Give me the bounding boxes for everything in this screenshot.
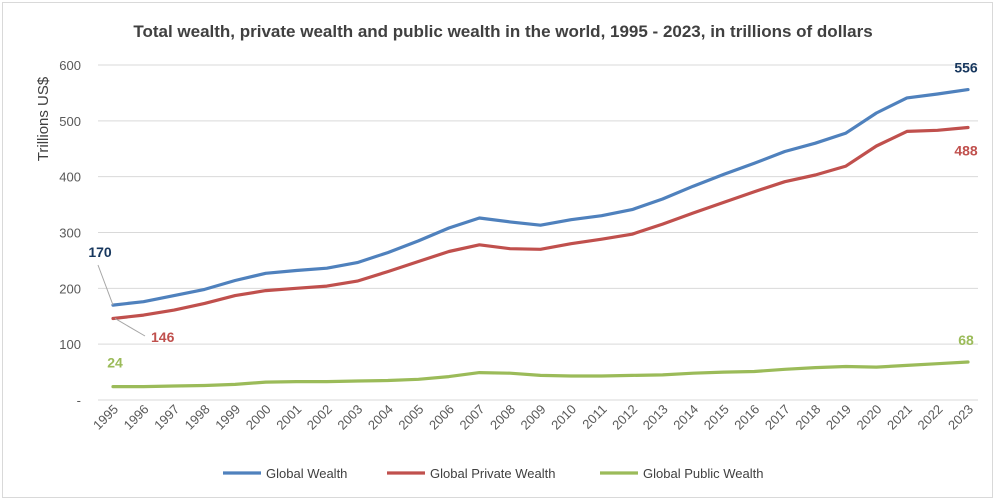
data-label: 556: [954, 60, 978, 76]
x-tick-label: 2021: [884, 402, 915, 433]
y-tick-label: 200: [59, 281, 81, 296]
legend: Global Wealth Global Private Wealth Global…: [223, 466, 763, 481]
legend-entry: Global Private Wealth: [430, 466, 556, 481]
x-tick-label: 2007: [456, 402, 487, 433]
series-line: [111, 125, 970, 321]
gridlines: [98, 64, 978, 401]
x-tick-label: 2018: [792, 402, 823, 433]
x-tick-label: 2013: [640, 402, 671, 433]
x-tick-label: 2001: [273, 402, 304, 433]
y-tick-label: 100: [59, 337, 81, 352]
x-tick-label: 2020: [853, 402, 884, 433]
legend-entry: Global Wealth: [266, 466, 347, 481]
data-label: 68: [958, 332, 974, 348]
x-tick-label: 2022: [915, 402, 946, 433]
legend-entry: Global Public Wealth: [643, 466, 763, 481]
x-tick-label: 1999: [212, 402, 243, 433]
y-tick-label: 300: [59, 226, 81, 241]
y-tick-label: 400: [59, 170, 81, 185]
chart-title: Total wealth, private wealth and public …: [133, 22, 872, 41]
label-leader-line: [97, 264, 114, 306]
data-label: 170: [88, 244, 112, 260]
x-tick-label: 2000: [243, 402, 274, 433]
y-tick-label: 500: [59, 114, 81, 129]
x-tick-label: 1996: [121, 402, 152, 433]
x-tick-label: 2004: [365, 402, 396, 433]
x-tick-label: 2006: [426, 402, 457, 433]
x-tick-label: 2017: [762, 402, 793, 433]
y-tick-label: -: [77, 393, 81, 408]
y-tick-label: 600: [59, 58, 81, 73]
series-line: [111, 87, 970, 307]
y-axis-label: Trillions US$: [35, 76, 52, 161]
x-tick-label: 2002: [304, 402, 335, 433]
x-tick-label: 2012: [609, 402, 640, 433]
series-lines: [111, 87, 970, 389]
x-tick-label: 2023: [945, 402, 976, 433]
x-tick-label: 2019: [823, 402, 854, 433]
data-label: 24: [107, 355, 123, 371]
x-tick-label: 2008: [487, 402, 518, 433]
x-tick-label: 2010: [548, 402, 579, 433]
x-tick-label: 1998: [182, 402, 213, 433]
y-axis-ticks: - 100 200 300 400 500 600: [59, 58, 81, 408]
x-tick-label: 2009: [518, 402, 549, 433]
series-line: [111, 360, 970, 389]
x-tick-label: 1995: [90, 402, 121, 433]
x-tick-label: 2005: [395, 402, 426, 433]
data-label: 488: [954, 143, 978, 159]
x-axis-ticks: 1995 1996 1997 1998 1999 2000 2001 2002 2003 2004…: [90, 402, 976, 433]
data-label: 146: [151, 329, 175, 345]
x-tick-label: 2003: [334, 402, 365, 433]
label-leader-line: [114, 318, 146, 337]
x-tick-label: 2015: [701, 402, 732, 433]
x-tick-label: 2014: [670, 402, 701, 433]
x-tick-label: 2011: [579, 402, 609, 432]
line-chart: Total wealth, private wealth and public …: [35, 22, 978, 481]
x-tick-label: 2016: [731, 402, 762, 433]
data-labels: 170 556 146 488 24 68: [88, 60, 978, 371]
x-tick-label: 1997: [151, 402, 182, 433]
